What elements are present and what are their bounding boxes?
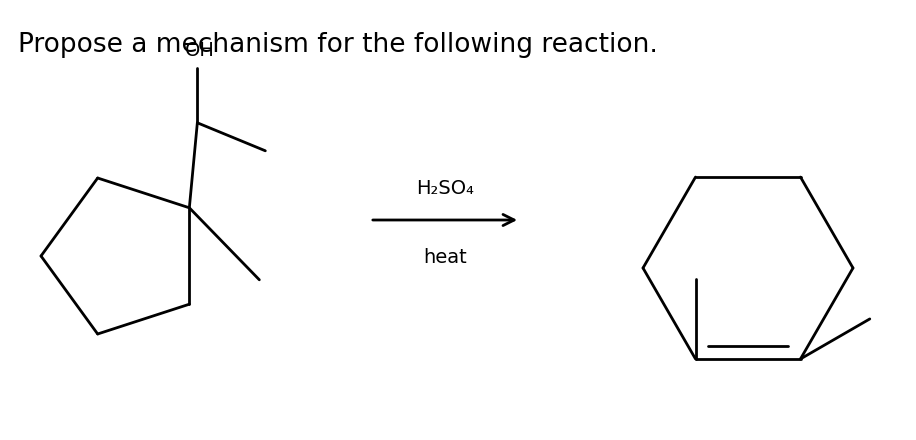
Text: Propose a mechanism for the following reaction.: Propose a mechanism for the following re…: [18, 32, 658, 58]
Text: OH: OH: [184, 41, 214, 60]
Text: H₂SO₄: H₂SO₄: [416, 179, 474, 198]
Text: heat: heat: [423, 248, 467, 267]
